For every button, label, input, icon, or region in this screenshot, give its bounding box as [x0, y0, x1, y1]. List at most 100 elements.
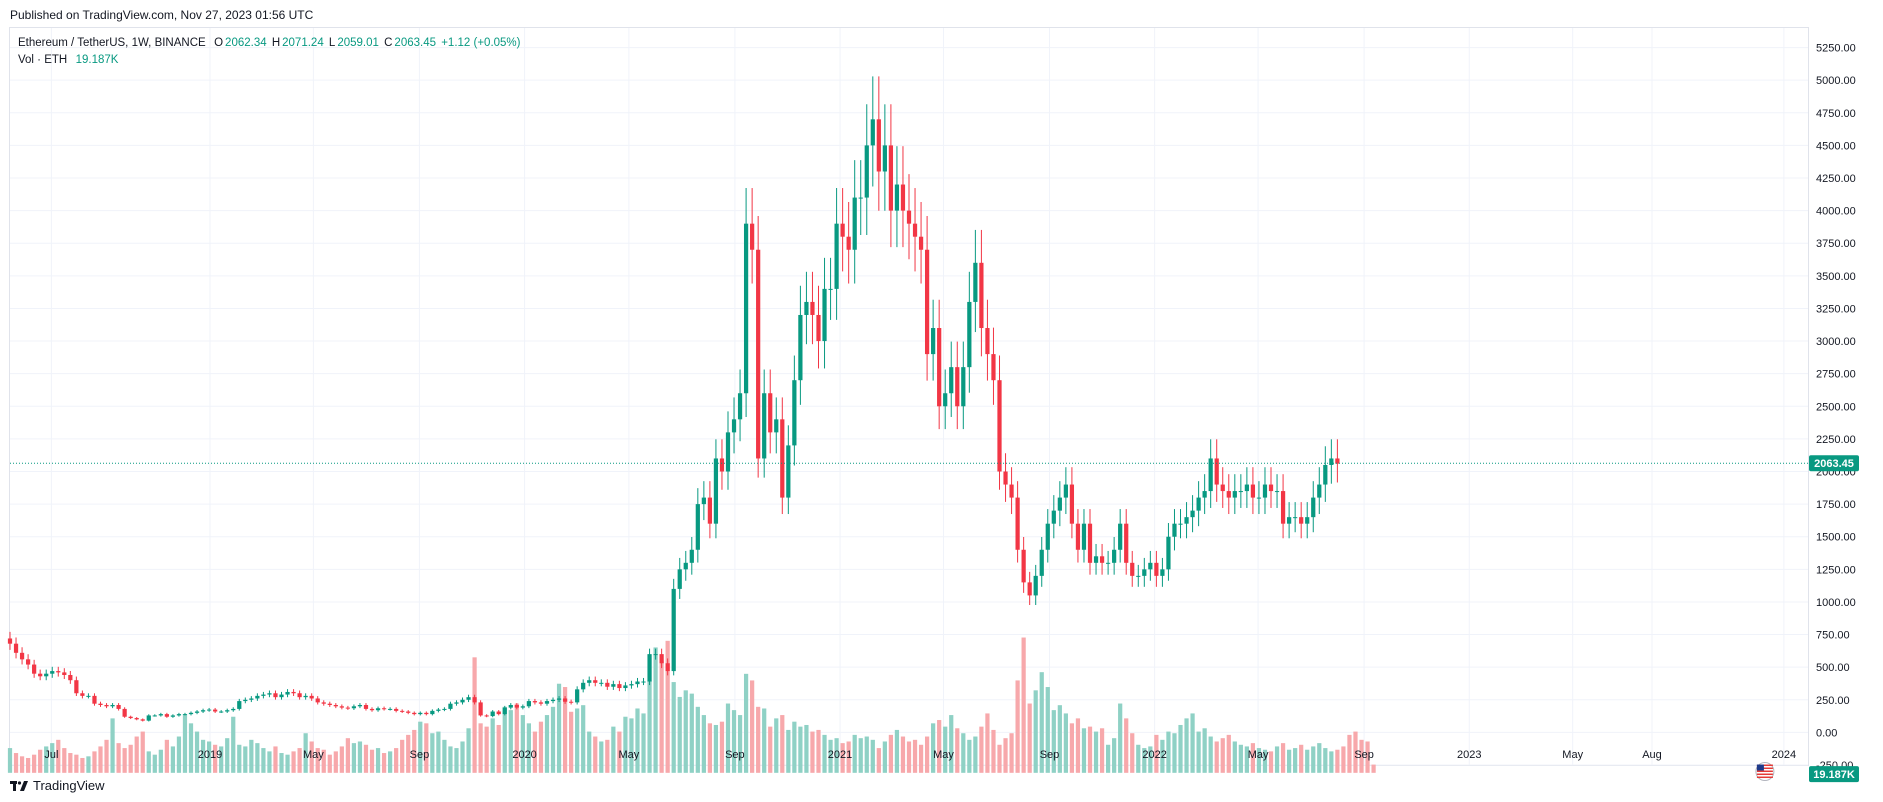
candle-body: [333, 704, 338, 707]
volume-bar: [731, 710, 737, 773]
candle: [1075, 509, 1081, 563]
candle: [743, 188, 749, 417]
volume-bar: [225, 738, 230, 773]
volume-bar: [520, 715, 525, 773]
candle: [1027, 571, 1032, 606]
candle-body: [1154, 562, 1159, 576]
volume-bar: [1148, 746, 1153, 773]
candle: [50, 666, 55, 678]
candle: [538, 700, 544, 706]
time-tick-label: Sep: [1354, 749, 1374, 761]
volume-bar: [967, 739, 972, 773]
volume-bar: [339, 746, 344, 773]
candle: [1196, 481, 1201, 527]
volume-bar: [623, 716, 628, 773]
volume-bar: [1359, 739, 1364, 773]
candle: [611, 680, 616, 690]
volume-bar: [13, 753, 19, 773]
volume-bar: [194, 731, 200, 773]
candle-body: [1299, 517, 1304, 524]
candle-body: [816, 314, 821, 342]
candle: [677, 557, 682, 599]
price-tick-label: 5250.00: [1816, 43, 1856, 55]
volume-bar: [931, 723, 936, 773]
volume-bar: [562, 687, 568, 773]
volume-bar: [200, 739, 206, 773]
candle-body: [840, 223, 845, 237]
candle-body: [194, 711, 200, 713]
candle: [13, 637, 19, 659]
candle: [1287, 502, 1292, 539]
candle: [1087, 509, 1093, 575]
candle: [1232, 474, 1237, 515]
candle-body: [1250, 484, 1256, 498]
last-volume-badge: [1809, 766, 1859, 783]
volume-bar: [888, 734, 894, 773]
volume-bar: [924, 736, 930, 773]
price-axis: 5250.00 5000.00 4750.00 4500.00 4250.00 4000.…: [1816, 43, 1856, 772]
candle: [762, 369, 767, 478]
volume-bar: [810, 731, 815, 773]
candle-body: [1244, 484, 1249, 492]
candle-body: [858, 197, 863, 199]
candle: [737, 369, 743, 442]
candle-body: [375, 708, 381, 711]
candle-body: [38, 673, 43, 677]
candle-body: [321, 702, 326, 704]
candle-body: [701, 497, 706, 505]
candle: [152, 714, 157, 717]
footer: TradingView: [10, 778, 105, 793]
candle-body: [188, 712, 194, 715]
legend-low-label: L: [328, 37, 336, 49]
candle: [894, 146, 900, 248]
candle: [689, 536, 694, 575]
candle-body: [713, 458, 719, 524]
candle: [388, 707, 393, 711]
candle: [562, 696, 568, 704]
candle-body: [526, 701, 531, 707]
volume-bar: [1051, 710, 1056, 773]
candle-body: [351, 706, 357, 709]
candle: [104, 703, 109, 709]
candle-body: [985, 328, 990, 355]
candle-body: [538, 702, 544, 704]
candle: [219, 710, 224, 713]
candle: [816, 285, 821, 369]
candle: [508, 703, 513, 710]
candle-body: [152, 715, 157, 717]
candle: [1190, 495, 1195, 533]
volume-bar: [285, 754, 290, 773]
candle: [273, 690, 278, 700]
volume-bar: [804, 724, 809, 773]
volume-bar: [1238, 744, 1243, 773]
volume-bar: [906, 741, 912, 773]
candle-body: [412, 712, 417, 715]
volume-bar: [436, 731, 441, 773]
volume-bar: [1075, 718, 1081, 773]
volume-bar: [912, 739, 918, 773]
volume-bar: [484, 726, 489, 773]
candle: [496, 710, 501, 716]
volume-bar: [1305, 749, 1310, 773]
volume-bar: [267, 751, 272, 773]
candle: [1220, 467, 1225, 508]
volume-bar: [1015, 680, 1020, 773]
candle: [472, 694, 477, 705]
candle-body: [780, 419, 785, 498]
candle-body: [731, 419, 737, 433]
candle: [400, 709, 405, 713]
candle-body: [496, 711, 501, 715]
volume-bar: [780, 715, 785, 773]
candle-body: [56, 671, 61, 673]
candle: [484, 714, 489, 718]
candle-body: [804, 301, 809, 315]
candle-body: [593, 680, 598, 683]
candle-body: [1287, 517, 1292, 524]
candle: [852, 160, 857, 284]
volume-bar: [937, 720, 942, 773]
candle: [19, 647, 25, 665]
candle-body: [454, 702, 459, 704]
volume-bar: [454, 748, 459, 773]
candle: [249, 696, 254, 703]
